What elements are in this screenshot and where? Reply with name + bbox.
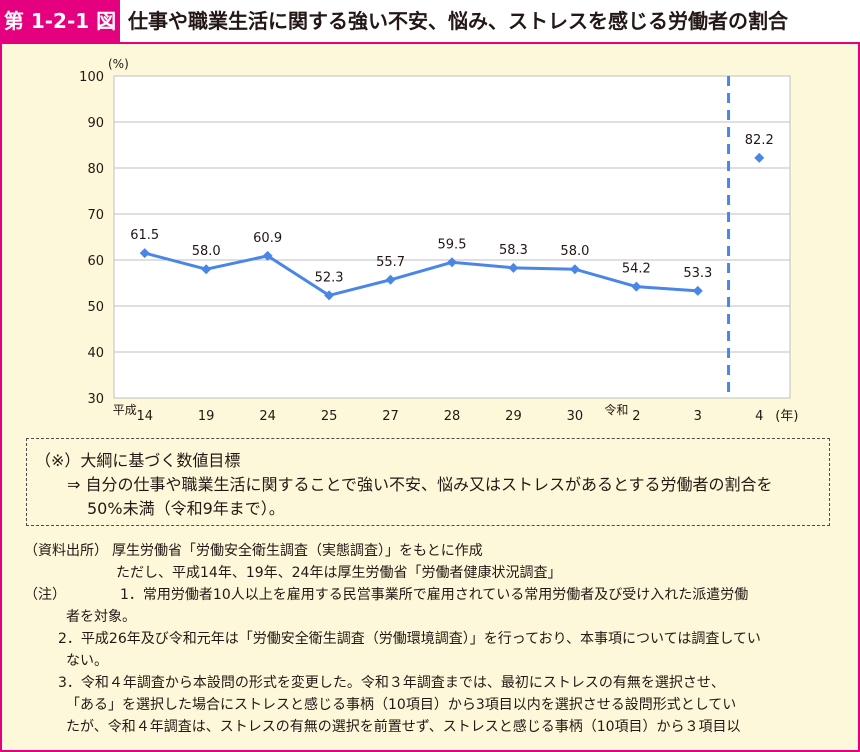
data-point-marker xyxy=(385,274,396,285)
data-label: 52.3 xyxy=(315,270,344,285)
plot-area xyxy=(113,75,791,399)
y-tick-label: 50 xyxy=(87,300,104,315)
y-tick-label: 80 xyxy=(87,162,104,177)
figure-header: 第 1-2-1 図 仕事や職業生活に関する強い不安、悩み、ストレスを感じる労働者… xyxy=(0,0,860,44)
x-tick-label: 28 xyxy=(444,409,461,424)
note-2-cont: ない。 xyxy=(66,653,108,669)
note-1: 1．常用労働者10人以上を雇用する民営事業所で雇用されている常用労働者及び受け入… xyxy=(120,587,749,603)
figure-number-badge: 第 1-2-1 図 xyxy=(0,0,120,42)
x-tick-label: 27 xyxy=(382,409,399,424)
data-label: 54.2 xyxy=(622,262,651,277)
data-label: 55.7 xyxy=(376,255,405,270)
source-label: （資料出所） xyxy=(24,543,108,559)
note-3: 3．令和４年調査から本設問の形式を変更した。令和３年調査までは、最初にストレスの… xyxy=(58,675,725,691)
figure-title: 仕事や職業生活に関する強い不安、悩み、ストレスを感じる労働者の割合 xyxy=(128,9,788,33)
x-tick-label: 25 xyxy=(321,409,338,424)
data-label: 61.5 xyxy=(130,228,159,243)
y-tick-label: 40 xyxy=(87,346,104,361)
data-label: 60.9 xyxy=(253,231,282,246)
data-label: 58.0 xyxy=(192,244,221,259)
y-tick-label: 60 xyxy=(87,254,104,269)
target-note-text-cont: 50%未満（令和9年まで）。 xyxy=(87,499,285,518)
source-text: 厚生労働省「労働安全衛生調査（実態調査）」をもとに作成 xyxy=(112,543,483,559)
target-note-box: （※）大綱に基づく数値目標 ⇒ 自分の仕事や職業生活に関することで強い不安、悩み… xyxy=(26,438,830,526)
y-tick-label: 70 xyxy=(87,208,104,223)
note-3-cont: 「ある」を選択した場合にストレスと感じる事柄（10項目）から3項目以内を選択させ… xyxy=(66,697,737,713)
x-tick-label: 29 xyxy=(505,409,522,424)
x-tick-label: 4 xyxy=(755,409,763,424)
x-tick-label: 3 xyxy=(694,409,702,424)
era-label: 令和 xyxy=(604,402,628,417)
y-tick-label: 100 xyxy=(79,70,104,85)
x-tick-label: 2 xyxy=(632,409,640,424)
data-point-marker xyxy=(631,281,642,292)
target-note-text: ⇒ 自分の仕事や職業生活に関することで強い不安、悩み又はストレスがあるとする労働… xyxy=(67,475,773,494)
y-tick-label: 90 xyxy=(87,116,104,131)
data-point-marker xyxy=(324,290,335,301)
era-label: 平成 xyxy=(113,403,137,417)
data-point-marker xyxy=(508,262,519,273)
note-2: 2．平成26年及び令和元年は「労働安全衛生調査（労働環境調査）」を行っており、本… xyxy=(58,631,761,647)
y-axis-unit: (%) xyxy=(108,57,129,71)
data-label: 58.0 xyxy=(560,244,589,259)
data-label: 58.3 xyxy=(499,243,528,258)
y-tick-label: 30 xyxy=(87,392,104,407)
data-point-marker xyxy=(569,264,580,275)
note-3-cont-2: たが、令和４年調査は、ストレスの有無の選択を前置せず、ストレスと感じる事柄（10… xyxy=(66,719,741,735)
data-point-marker xyxy=(754,152,765,163)
note-1-cont: 者を対象。 xyxy=(66,609,136,625)
data-label: 53.3 xyxy=(683,266,712,281)
data-point-marker xyxy=(262,250,273,261)
data-point-marker xyxy=(139,248,150,259)
data-point-marker xyxy=(692,285,703,296)
x-tick-label: 14 xyxy=(136,409,153,424)
note-label: （注） xyxy=(24,587,66,603)
x-tick-label: 30 xyxy=(567,409,584,424)
data-label: 59.5 xyxy=(438,237,467,252)
source-text-2: ただし、平成14年、19年、24年は厚生労働省「労働者健康状況調査」 xyxy=(116,565,562,581)
x-tick-label: 24 xyxy=(259,409,276,424)
x-axis-unit: (年) xyxy=(775,409,798,424)
data-point-marker xyxy=(201,264,212,275)
data-label: 82.2 xyxy=(745,133,774,148)
target-note-heading: （※）大綱に基づく数値目標 xyxy=(35,451,241,470)
line-chart: 30 40 50 60 70 80 90 100 (%) 14 19 24 25 27 28 29 30 2 3 4 (… xyxy=(79,57,798,424)
series-line xyxy=(144,251,698,298)
data-point-marker xyxy=(447,257,457,268)
x-tick-label: 19 xyxy=(198,409,215,424)
